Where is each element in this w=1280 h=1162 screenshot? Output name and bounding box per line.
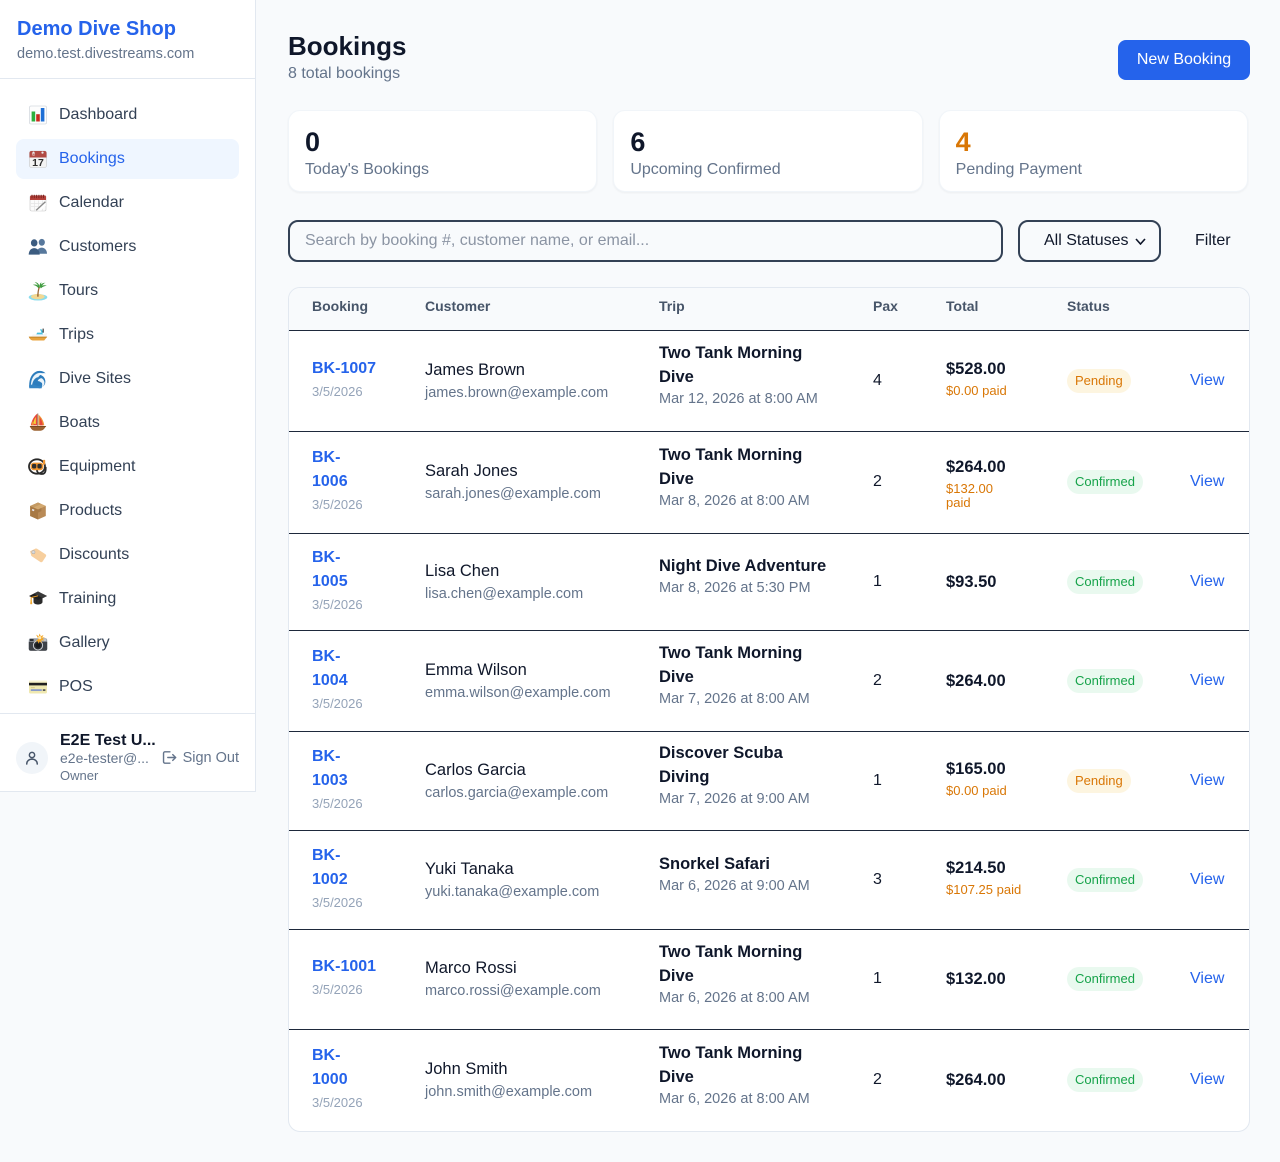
svg-text:M: M: [32, 152, 36, 157]
svg-text:17: 17: [32, 157, 44, 169]
